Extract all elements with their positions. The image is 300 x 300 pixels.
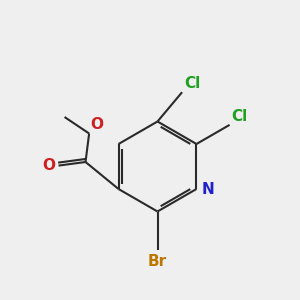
Text: Br: Br — [148, 254, 167, 269]
Text: N: N — [201, 182, 214, 197]
Text: O: O — [43, 158, 56, 173]
Text: O: O — [90, 117, 103, 132]
Text: Cl: Cl — [231, 109, 248, 124]
Text: Cl: Cl — [184, 76, 200, 91]
